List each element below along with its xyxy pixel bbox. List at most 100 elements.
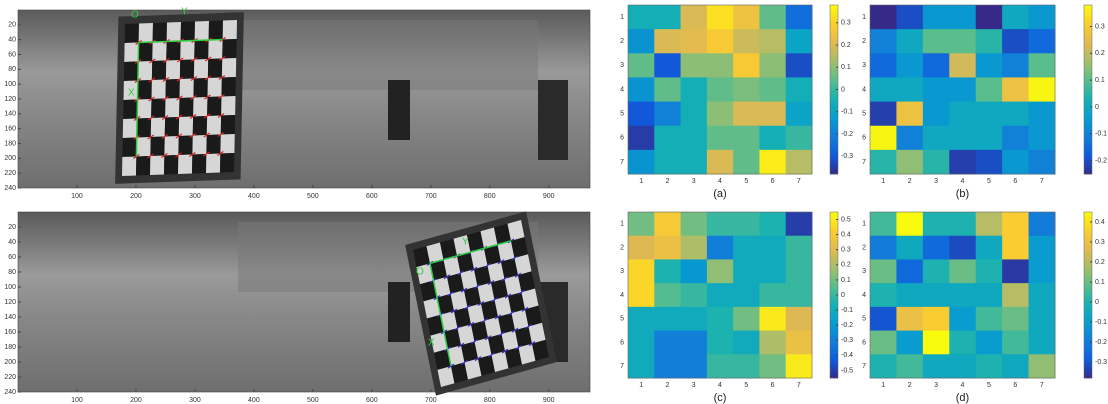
x-tick-label: 1 [881,178,885,185]
cell [654,212,681,236]
board-square [167,22,181,42]
colorbar-step [830,160,838,163]
cell [628,259,655,283]
colorbar-step [830,339,838,342]
x-tick-label: 300 [189,193,201,200]
cell [786,212,813,236]
colorbar-step [830,95,838,98]
board-square [181,22,195,42]
cell [654,77,681,102]
cell [949,354,976,378]
cell [923,102,950,127]
colorbar-step [830,287,838,290]
colorbar-step [1084,367,1092,370]
colorbar-step [830,364,838,367]
cell [654,283,681,307]
cell [786,331,813,355]
board-square [208,78,222,98]
cell [949,5,976,30]
x-tick-label: 3 [934,178,938,185]
colorbar-tick-label: -0.1 [1095,131,1107,138]
cell [923,307,950,331]
colorbar-step [1084,364,1092,367]
colorbar-tick-label: 0.4 [1095,219,1105,226]
colorbar-tick-label: 0 [841,292,845,299]
x-tick-label: 3 [692,178,696,185]
colorbar-step [830,270,838,273]
colorbar-step [1084,118,1092,121]
colorbar-step [1084,256,1092,259]
colorbar-step [1084,359,1092,362]
x-tick-label: 900 [543,397,555,404]
cell [707,29,734,54]
colorbar-step [830,39,838,42]
board-square [180,41,194,61]
cell [976,259,1003,283]
colorbar-step [1084,312,1092,315]
cell [923,236,950,260]
colorbar-step [830,254,838,257]
colorbar-step [830,106,838,109]
annotation: X [128,88,135,99]
board-square [206,135,220,155]
colorbar-step [1084,218,1092,221]
colorbar-step [1084,39,1092,42]
cell [870,331,897,355]
board-square [150,156,164,176]
board-square [137,118,151,138]
x-tick-label: 700 [425,397,437,404]
y-tick-label: 140 [4,111,16,118]
cell [1029,53,1056,78]
cell [923,212,950,236]
board-square [206,154,220,174]
y-tick-label: 40 [8,37,16,44]
board-square [207,116,221,136]
colorbar-tick-label: 0.3 [1095,23,1105,30]
colorbar-step [1084,350,1092,353]
colorbar-step [1084,234,1092,237]
cell [759,212,786,236]
colorbar-step [1084,22,1092,25]
cell [786,102,813,127]
colorbar-step [830,303,838,306]
colorbar-step [830,30,838,33]
cell [870,307,897,331]
x-tick-label: 2 [665,382,669,389]
cell [759,126,786,151]
colorbar-step [830,281,838,284]
y-tick-label: 80 [8,66,16,73]
cell [628,126,655,151]
board-square [178,155,192,175]
y-tick-label: 180 [4,140,16,147]
colorbar-step [1084,309,1092,312]
cell [681,212,708,236]
colorbar-step [830,325,838,328]
colorbar-step [830,70,838,73]
colorbar-step [830,146,838,149]
colorbar-step [1084,87,1092,90]
cell [628,29,655,54]
colorbar-step [830,123,838,126]
cell [733,354,760,378]
board-square [124,43,138,63]
cell [976,331,1003,355]
cell [870,354,897,378]
cell [681,307,708,331]
cell [1002,354,1029,378]
y-tick-label: 60 [8,254,16,261]
colorbar-step [1084,75,1092,78]
colorbar-step [1084,248,1092,251]
object [538,80,568,160]
colorbar-tick-label: 0.4 [841,231,851,238]
y-tick-label: 240 [4,185,16,192]
cell [949,236,976,260]
cell [923,29,950,54]
colorbar-step [830,16,838,19]
cell [654,53,681,78]
cell [896,212,923,236]
cell [628,5,655,30]
y-tick-label: 6 [620,135,624,142]
y-tick-label: 5 [862,316,866,323]
cell [707,102,734,127]
x-tick-label: 400 [248,397,260,404]
